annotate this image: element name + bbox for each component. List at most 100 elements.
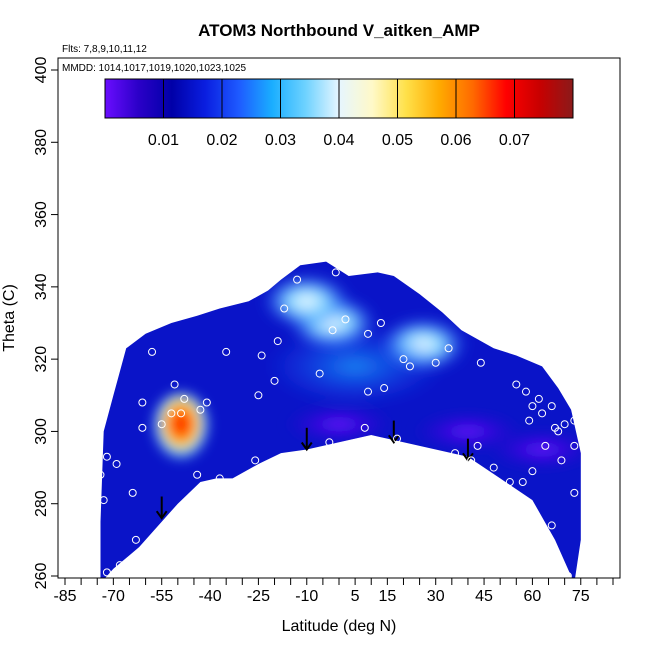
highlight-region-2 xyxy=(261,273,352,330)
sample-point xyxy=(99,496,108,505)
flights-annotation: Flts: 7,8,9,10,11,12 xyxy=(62,44,147,55)
y-tick-label: 260 xyxy=(33,563,50,590)
y-tick-label: 320 xyxy=(33,346,50,373)
arrow-markers xyxy=(155,420,474,520)
sample-point xyxy=(177,409,186,418)
sample-point xyxy=(193,470,202,479)
sample-point xyxy=(547,521,556,530)
sample-point xyxy=(131,535,140,544)
sample-point xyxy=(364,329,373,338)
x-axis-label: Latitude (deg N) xyxy=(282,618,397,635)
x-tick-label: 30 xyxy=(427,588,445,605)
sample-point xyxy=(254,391,263,400)
hotspot-region xyxy=(151,393,212,470)
x-tick-label: -25 xyxy=(247,588,270,605)
sample-point xyxy=(376,319,385,327)
colorbar-tick-label: 0.02 xyxy=(206,132,237,149)
low-region-2 xyxy=(487,429,581,470)
sample-point xyxy=(315,369,324,378)
sample-point xyxy=(489,463,498,472)
sample-point xyxy=(538,409,547,418)
sample-point xyxy=(557,456,566,465)
sample-point xyxy=(534,394,543,403)
low-region-0 xyxy=(284,404,394,445)
colorbar-tick-label: 0.07 xyxy=(499,132,530,149)
sample-point xyxy=(476,358,485,367)
sample-point xyxy=(467,456,476,465)
sample-point xyxy=(393,434,402,443)
dates-annotation: MMDD: 1014,1017,1019,1020,1023,1025 xyxy=(62,63,246,74)
sample-point xyxy=(380,384,389,393)
colorbar: 0.01 0.02 0.03 0.04 0.05 0.06 0.07 xyxy=(104,78,574,149)
x-tick-label: -85 xyxy=(53,588,76,605)
sample-point xyxy=(505,478,514,487)
sample-point xyxy=(451,449,460,458)
sample-point xyxy=(341,315,350,324)
sample-point xyxy=(528,467,537,476)
sample-point xyxy=(570,416,579,425)
sample-point xyxy=(563,572,572,580)
x-tick-label: -10 xyxy=(295,588,318,605)
y-tick-label: 360 xyxy=(33,201,50,228)
arrow-0 xyxy=(155,496,168,520)
colorbar-tick-label: 0.05 xyxy=(382,132,413,149)
x-tick-label: 60 xyxy=(524,588,542,605)
sample-point xyxy=(215,474,224,483)
y-tick-label: 380 xyxy=(33,129,50,156)
sample-point xyxy=(547,402,556,411)
sample-point xyxy=(518,478,527,487)
arrow-1 xyxy=(300,427,313,452)
sample-point xyxy=(331,268,340,277)
sample-point xyxy=(138,398,147,407)
chart-title: ATOM3 Northbound V_aitken_AMP xyxy=(198,21,480,40)
y-tick-label: 280 xyxy=(33,490,50,517)
sample-point xyxy=(102,452,111,461)
sample-point xyxy=(560,420,569,429)
x-tick-label: 75 xyxy=(572,588,590,605)
sample-point xyxy=(157,420,166,429)
sample-point xyxy=(499,481,508,490)
sample-point xyxy=(280,304,289,313)
sample-point xyxy=(570,488,579,497)
sample-point xyxy=(257,351,266,360)
colorbar-tick-label: 0.03 xyxy=(265,132,296,149)
sample-point xyxy=(528,402,537,411)
sample-point xyxy=(167,409,176,418)
sample-point xyxy=(570,441,579,450)
x-tick-label: 15 xyxy=(378,588,396,605)
sample-point xyxy=(554,427,563,436)
x-tick-label: -40 xyxy=(198,588,221,605)
y-axis-label: Theta (C) xyxy=(1,284,18,352)
colorbar-tick-label: 0.06 xyxy=(440,132,471,149)
sample-point xyxy=(222,347,231,356)
y-tick-label: 340 xyxy=(33,273,50,300)
mid-region xyxy=(265,326,446,407)
sample-point xyxy=(202,398,211,407)
sample-point xyxy=(399,355,408,364)
sample-point xyxy=(270,376,279,385)
sample-point xyxy=(293,275,302,284)
sample-point xyxy=(364,387,373,396)
sample-point xyxy=(328,326,337,335)
sample-point xyxy=(138,423,147,432)
sample-point xyxy=(521,387,530,396)
y-tick-label: 400 xyxy=(33,57,50,84)
x-tick-label: 5 xyxy=(351,588,360,605)
sample-point xyxy=(251,456,260,465)
y-tick-label: 300 xyxy=(33,418,50,445)
sample-point xyxy=(115,561,124,570)
sample-point xyxy=(512,380,521,389)
sample-point xyxy=(112,459,121,468)
sample-point xyxy=(473,441,482,450)
sample-point xyxy=(483,488,492,497)
sample-point xyxy=(405,362,414,371)
sample-points xyxy=(96,268,579,580)
sample-point xyxy=(96,470,105,479)
x-axis: -85 -70 -55 -40 -25 -10 5 15 30 45 60 75 xyxy=(53,578,614,605)
sample-point xyxy=(444,344,453,353)
sample-point xyxy=(325,438,334,447)
colorbar-tick-label: 0.04 xyxy=(323,132,354,149)
colorbar-tick-label: 0.01 xyxy=(148,132,179,149)
x-tick-label: -55 xyxy=(150,588,173,605)
